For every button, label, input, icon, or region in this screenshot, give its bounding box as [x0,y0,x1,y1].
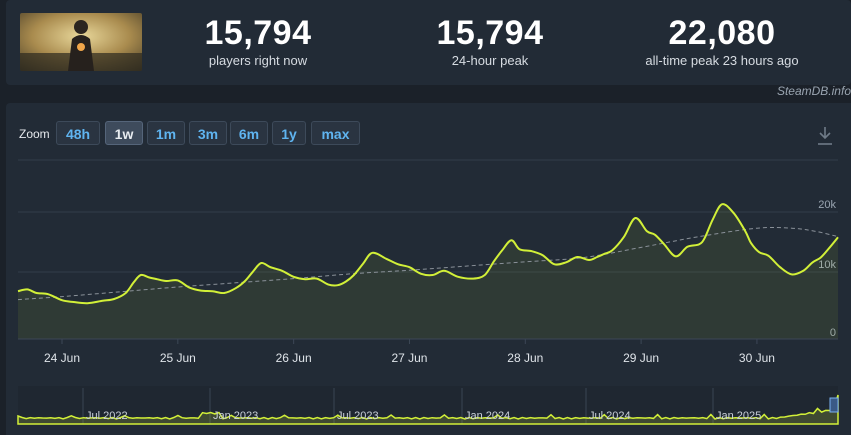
alltime-peak-label: all-time peak 23 hours ago [645,53,799,68]
current-players-value: 15,794 [204,14,312,52]
navigator-handle[interactable] [829,397,839,413]
y-tick-label: 10k [818,259,836,271]
stat-alltime-peak: 22,080 all-time peak 23 hours ago [626,14,818,68]
range-navigator[interactable]: Jul 2022 Jan 2023 Jul 2023 Jan 2024 Jul 2024… [17,386,839,425]
zoom-48h-button[interactable]: 48h [56,121,100,145]
x-tick-label: 26 Jun [276,351,312,365]
download-icon[interactable] [816,126,834,146]
peak-24h-value: 15,794 [436,14,544,52]
chart-gridlines [18,159,838,273]
y-tick-label: 20k [818,199,836,211]
zoom-1y-button[interactable]: 1y [272,121,306,145]
navigator-labels: Jul 2022 Jan 2023 Jul 2023 Jan 2024 Jul 2024… [86,410,761,422]
navigator-label: Jan 2023 [213,410,258,422]
zoom-6m-button[interactable]: 6m [230,121,268,145]
player-count-line [17,203,839,305]
chart-panel [6,103,851,435]
x-tick-label: 28 Jun [507,351,543,365]
y-axis-labels: 0 10k 20k [818,199,836,339]
navigator-label: Jul 2024 [589,410,631,422]
stats-bar: 15,794 players right now 15,794 24-hour … [6,0,851,85]
navigator-label: Jul 2022 [86,410,128,422]
stat-current-players: 15,794 players right now [176,14,340,68]
y-tick-label: 0 [830,327,836,339]
zoom-1m-button[interactable]: 1m [147,121,185,145]
alltime-peak-value: 22,080 [668,14,776,52]
x-tick-label: 30 Jun [739,351,775,365]
chart-credits[interactable]: SteamDB.info [776,84,851,98]
zoom-1w-button[interactable]: 1w [105,121,143,145]
navigator-line [17,394,839,425]
x-tick-label: 27 Jun [391,351,427,365]
player-count-area [18,204,838,339]
trend-line [17,226,839,301]
peak-24h-label: 24-hour peak [451,53,529,68]
stat-24h-peak: 15,794 24-hour peak [406,14,574,68]
x-tick-label: 25 Jun [160,351,196,365]
navigator-label: Jan 2025 [716,410,761,422]
x-tick-label: 29 Jun [623,351,659,365]
navigator-label: Jan 2024 [465,410,510,422]
x-axis-labels: 24 Jun 25 Jun 26 Jun 27 Jun 28 Jun 29 Jun 30 J… [44,339,775,365]
zoom-3m-button[interactable]: 3m [189,121,227,145]
x-tick-label: 24 Jun [44,351,80,365]
current-players-label: players right now [208,53,308,68]
zoom-max-button[interactable]: max [311,121,360,145]
zoom-label: Zoom [19,127,50,141]
game-thumbnail[interactable] [20,13,142,71]
navigator-label: Jul 2023 [337,410,379,422]
